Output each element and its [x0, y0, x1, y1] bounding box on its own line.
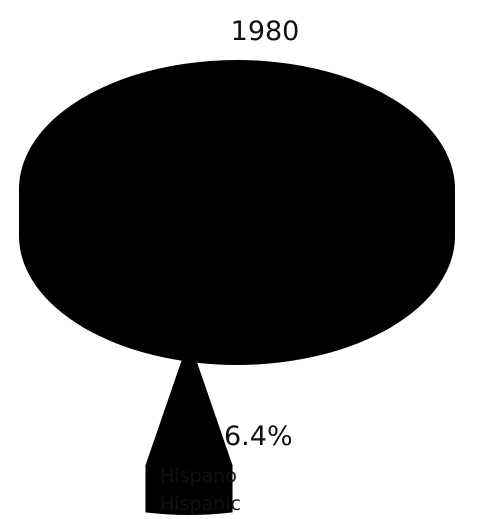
chart-title: 1980 — [231, 16, 300, 47]
exploded-slice-hispanic — [145, 339, 233, 515]
slice-label-line-1: Hispano — [160, 465, 237, 487]
slice-value-label: 6.4% — [224, 421, 293, 452]
pie-slice-hispanic — [145, 339, 233, 515]
pie-body — [18, 60, 455, 365]
pie-slice-main — [18, 60, 455, 316]
slice-label-line-2: Hispanic — [160, 493, 241, 515]
